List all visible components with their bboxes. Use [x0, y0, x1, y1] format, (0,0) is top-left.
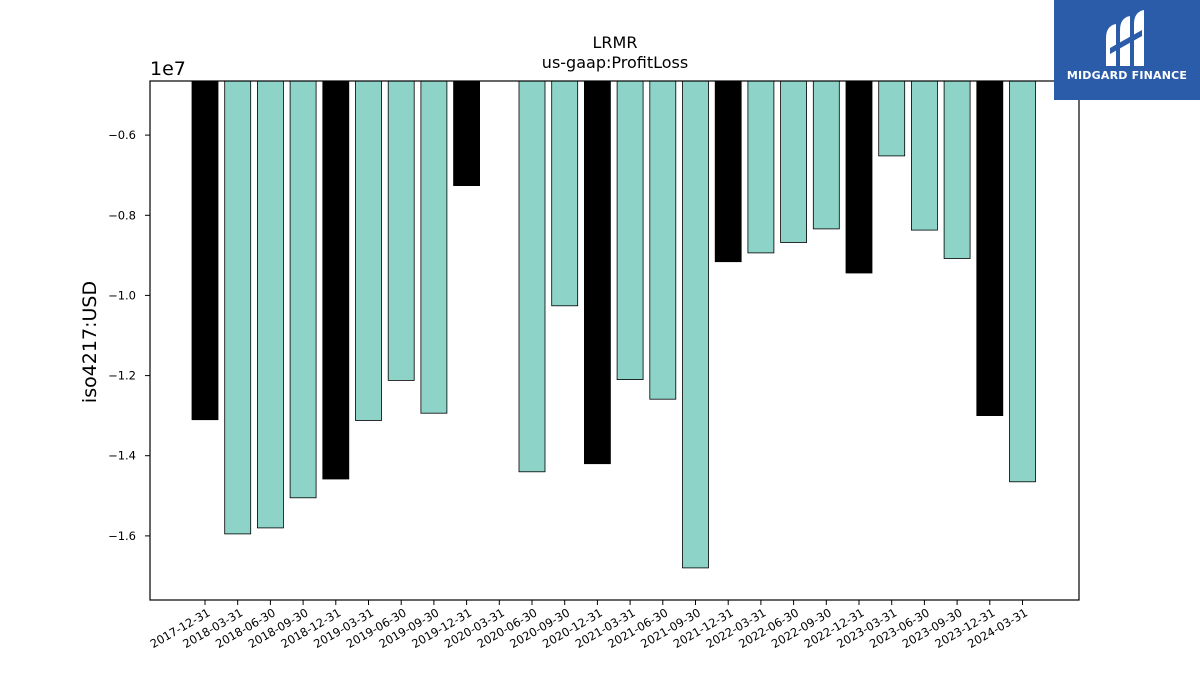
bar [911, 80, 938, 231]
bar [191, 80, 219, 421]
bar [551, 80, 579, 307]
bar [878, 80, 906, 157]
bar [616, 80, 644, 381]
y-tick-label: −1.4 [108, 449, 136, 463]
y-offset-label: 1e7 [150, 58, 186, 80]
bar [355, 80, 382, 421]
brand-name: MIDGARD FINANCE [1066, 69, 1188, 82]
y-tick-label: −1.6 [108, 529, 136, 543]
bar [420, 80, 448, 414]
bar [1009, 80, 1036, 483]
bar [289, 80, 317, 499]
bar [584, 80, 611, 465]
bar [943, 80, 971, 259]
brand-logo: MIDGARD FINANCE [1054, 0, 1200, 100]
bar [747, 80, 775, 254]
bar [387, 80, 415, 381]
midgard-logo-icon [1106, 10, 1144, 66]
bar [256, 80, 284, 529]
chart-subtitle: us-gaap:ProfitLoss [542, 53, 688, 72]
bar [453, 80, 481, 186]
bar [322, 80, 350, 480]
bar [518, 80, 546, 473]
y-tick-label: −0.8 [108, 208, 136, 222]
bars-group [191, 80, 1036, 569]
x-axis: 2017-12-312018-03-312018-06-302018-09-30… [148, 600, 1030, 651]
y-axis-label: iso4217:USD [79, 281, 101, 403]
y-axis: −0.6 −0.8 −1.0 −1.2 −1.4 −1.6 [108, 128, 150, 543]
bar [649, 80, 677, 400]
bar [714, 80, 742, 263]
y-tick-label: −0.6 [108, 128, 136, 142]
bar [976, 80, 1004, 417]
y-tick-label: −1.2 [108, 369, 136, 383]
y-tick-label: −1.0 [108, 288, 136, 302]
plot-frame [149, 80, 1080, 601]
bar [812, 80, 840, 230]
bar [224, 80, 252, 535]
bar [780, 80, 807, 243]
bar [682, 80, 709, 569]
chart-title: LRMR [593, 33, 638, 52]
bar [845, 80, 873, 274]
